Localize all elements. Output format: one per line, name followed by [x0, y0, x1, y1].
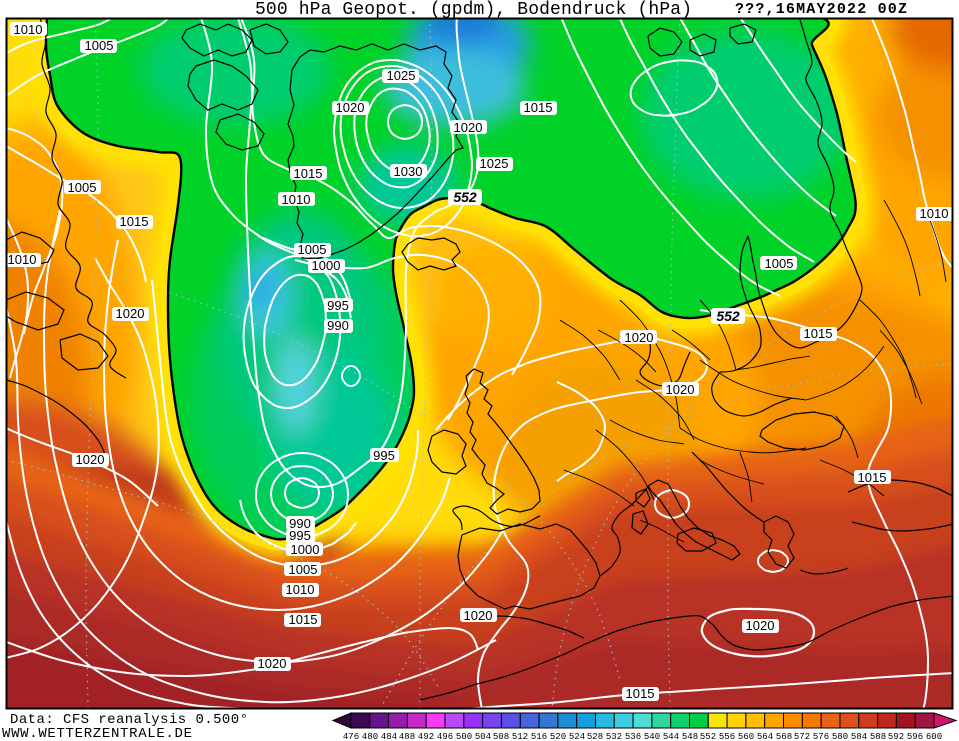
svg-text:WWW.WETTERZENTRALE.DE: WWW.WETTERZENTRALE.DE [2, 726, 192, 741]
svg-text:528: 528 [587, 732, 603, 741]
svg-text:1010: 1010 [8, 252, 37, 267]
svg-text:1020: 1020 [464, 608, 493, 623]
svg-text:556: 556 [719, 732, 735, 741]
svg-text:560: 560 [738, 732, 754, 741]
svg-text:476: 476 [343, 732, 359, 741]
svg-text:568: 568 [776, 732, 792, 741]
svg-text:1000: 1000 [291, 542, 320, 557]
svg-text:???,16MAY2022 00Z: ???,16MAY2022 00Z [735, 1, 907, 18]
svg-text:1010: 1010 [286, 582, 315, 597]
svg-text:1020: 1020 [746, 618, 775, 633]
svg-text:990: 990 [327, 318, 349, 333]
svg-text:995: 995 [327, 298, 349, 313]
svg-text:990: 990 [289, 516, 311, 531]
svg-text:1005: 1005 [289, 562, 318, 577]
svg-text:1020: 1020 [116, 306, 145, 321]
svg-text:1005: 1005 [765, 256, 794, 271]
svg-text:1015: 1015 [289, 612, 318, 627]
svg-text:1015: 1015 [804, 326, 833, 341]
svg-text:1010: 1010 [920, 206, 949, 221]
svg-text:1015: 1015 [858, 470, 887, 485]
svg-text:572: 572 [794, 732, 810, 741]
svg-text:520: 520 [550, 732, 566, 741]
svg-text:Data: CFS reanalysis 0.500°: Data: CFS reanalysis 0.500° [10, 712, 248, 728]
svg-text:1015: 1015 [120, 214, 149, 229]
svg-text:532: 532 [606, 732, 622, 741]
svg-text:1005: 1005 [85, 38, 114, 53]
svg-text:496: 496 [437, 732, 453, 741]
svg-text:544: 544 [663, 732, 679, 741]
svg-text:500: 500 [456, 732, 472, 741]
svg-text:580: 580 [832, 732, 848, 741]
svg-text:1030: 1030 [394, 164, 423, 179]
svg-text:480: 480 [362, 732, 378, 741]
svg-text:552: 552 [716, 308, 740, 324]
svg-text:1000: 1000 [312, 258, 341, 273]
svg-text:500 hPa Geopot. (gpdm), Bodend: 500 hPa Geopot. (gpdm), Bodendruck (hPa) [255, 0, 692, 20]
svg-text:1020: 1020 [258, 656, 287, 671]
svg-text:1020: 1020 [625, 330, 654, 345]
svg-text:1020: 1020 [336, 100, 365, 115]
svg-text:524: 524 [569, 732, 585, 741]
svg-text:1020: 1020 [454, 120, 483, 135]
svg-text:484: 484 [381, 732, 397, 741]
svg-text:1025: 1025 [387, 68, 416, 83]
svg-text:1010: 1010 [282, 192, 311, 207]
svg-text:995: 995 [373, 448, 395, 463]
svg-text:508: 508 [493, 732, 509, 741]
svg-text:488: 488 [399, 732, 415, 741]
svg-text:592: 592 [888, 732, 904, 741]
svg-text:1020: 1020 [666, 382, 695, 397]
svg-text:512: 512 [512, 732, 528, 741]
svg-text:564: 564 [757, 732, 773, 741]
svg-text:596: 596 [907, 732, 923, 741]
svg-text:1005: 1005 [298, 242, 327, 257]
svg-text:492: 492 [418, 732, 434, 741]
svg-text:552: 552 [700, 732, 716, 741]
svg-text:1020: 1020 [76, 452, 105, 467]
svg-text:1015: 1015 [626, 686, 655, 701]
svg-text:504: 504 [475, 732, 491, 741]
svg-text:1010: 1010 [14, 22, 43, 37]
svg-text:1015: 1015 [524, 100, 553, 115]
svg-text:576: 576 [813, 732, 829, 741]
svg-text:1005: 1005 [68, 180, 97, 195]
svg-text:588: 588 [870, 732, 886, 741]
svg-text:995: 995 [289, 528, 311, 543]
svg-text:1025: 1025 [480, 156, 509, 171]
svg-text:516: 516 [531, 732, 547, 741]
svg-text:540: 540 [644, 732, 660, 741]
svg-text:1015: 1015 [294, 166, 323, 181]
svg-text:536: 536 [625, 732, 641, 741]
svg-text:552: 552 [453, 189, 477, 205]
svg-text:584: 584 [851, 732, 867, 741]
svg-text:600: 600 [926, 732, 942, 741]
svg-text:548: 548 [682, 732, 698, 741]
